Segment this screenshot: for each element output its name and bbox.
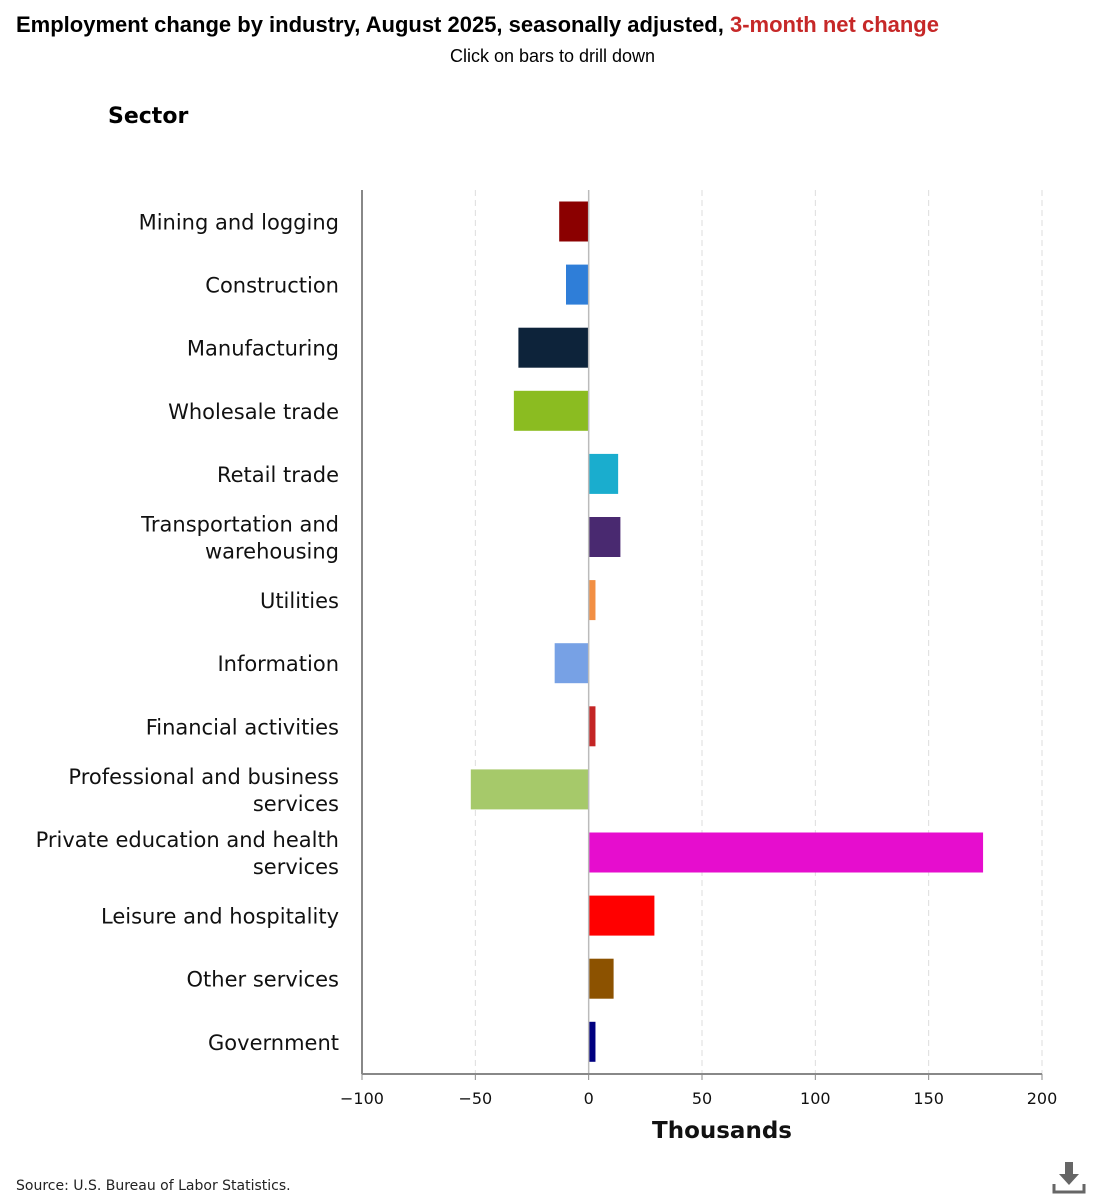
download-button[interactable]: [1050, 1160, 1088, 1196]
chart-title: Employment change by industry, August 20…: [16, 12, 939, 38]
category-label: Transportation and warehousing: [140, 513, 339, 564]
bar[interactable]: [588, 958, 614, 999]
title-main: Employment change by industry, August 20…: [16, 12, 730, 37]
bar[interactable]: [588, 1021, 596, 1062]
category-label: Leisure and hospitality: [101, 905, 339, 929]
category-label: Utilities: [260, 589, 339, 613]
x-tick-label: 200: [1027, 1089, 1058, 1108]
category-label: Information: [217, 652, 339, 676]
x-tick-label: 0: [584, 1089, 594, 1108]
category-label: Private education and health services: [36, 828, 339, 879]
bar[interactable]: [588, 706, 596, 747]
x-tick-label: 50: [692, 1089, 712, 1108]
bar[interactable]: [518, 327, 589, 368]
bar[interactable]: [588, 895, 655, 936]
bar[interactable]: [513, 390, 589, 431]
bar[interactable]: [566, 264, 589, 305]
x-tick-label: 100: [800, 1089, 831, 1108]
category-label: Other services: [187, 968, 339, 992]
x-axis-title: Thousands: [652, 1118, 792, 1144]
category-label: Manufacturing: [187, 337, 339, 361]
category-label: Government: [208, 1031, 339, 1055]
category-label: Retail trade: [217, 463, 339, 487]
bar-chart: −100 −50 0 50 100 150 200 Thousands Mining and l…: [36, 190, 1058, 1144]
bar[interactable]: [588, 580, 596, 621]
category-label: Construction: [205, 274, 339, 298]
download-icon: [1052, 1162, 1086, 1194]
x-tick-label: −100: [340, 1089, 384, 1108]
category-label: Professional and business services: [68, 765, 339, 816]
source-note: Source: U.S. Bureau of Labor Statistics.: [16, 1178, 291, 1194]
category-label: Financial activities: [146, 715, 339, 739]
sector-heading: Sector: [108, 104, 189, 129]
category-label: Mining and logging: [139, 211, 339, 235]
bar[interactable]: [559, 201, 589, 242]
x-tick-label: −50: [458, 1089, 492, 1108]
bar[interactable]: [470, 769, 589, 810]
chart-subtitle: Click on bars to drill down: [449, 46, 656, 66]
x-tick-label: 150: [913, 1089, 944, 1108]
bar[interactable]: [554, 643, 589, 684]
bar[interactable]: [588, 453, 619, 494]
category-label: Wholesale trade: [168, 400, 339, 424]
bar[interactable]: [588, 517, 621, 557]
bar[interactable]: [588, 832, 984, 873]
title-highlight[interactable]: 3-month net change: [729, 12, 939, 37]
